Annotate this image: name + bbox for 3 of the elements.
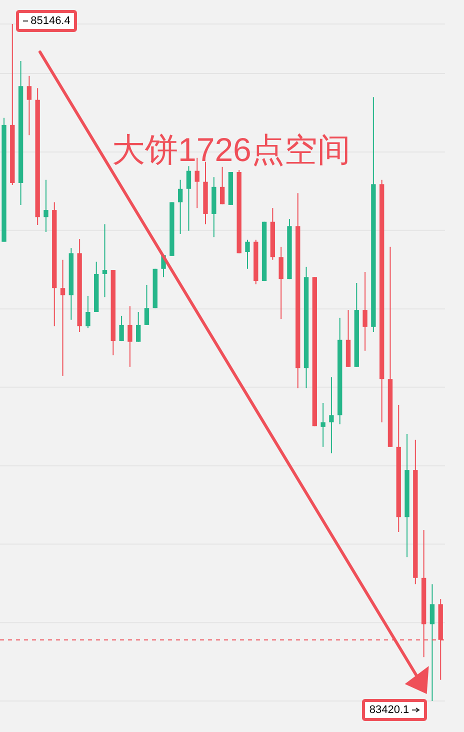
annotation: 大饼1726点空间	[112, 130, 350, 170]
annotation: 85146.4	[30, 15, 70, 27]
text: 83420.1	[369, 704, 410, 716]
